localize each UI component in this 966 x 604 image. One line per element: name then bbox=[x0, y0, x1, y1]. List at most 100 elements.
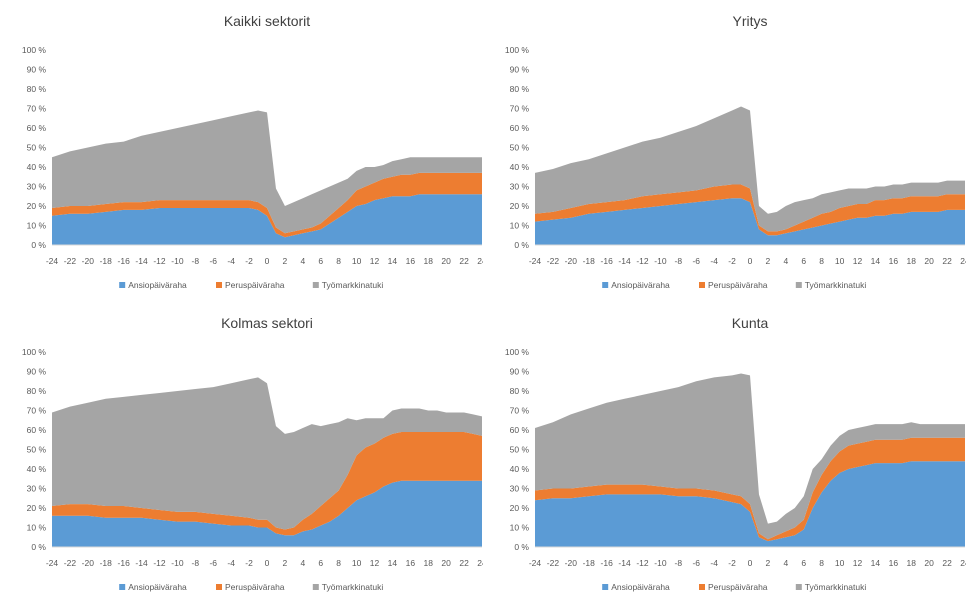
y-tick-label: 20 % bbox=[27, 503, 47, 513]
x-tick-label: 6 bbox=[318, 558, 323, 568]
x-tick-label: 0 bbox=[748, 256, 753, 266]
area-series-ansiopäiväraha bbox=[52, 480, 482, 547]
legend-label: Ansiopäiväraha bbox=[611, 582, 670, 592]
y-tick-label: 50 % bbox=[27, 445, 47, 455]
x-tick-label: 10 bbox=[835, 256, 845, 266]
chart-title: Kaikki sektorit bbox=[224, 13, 310, 29]
x-tick-label: 24 bbox=[477, 256, 483, 266]
x-tick-label: 20 bbox=[924, 256, 934, 266]
x-tick-label: -16 bbox=[118, 256, 131, 266]
legend-label: Peruspäiväraha bbox=[225, 280, 285, 290]
x-tick-label: 20 bbox=[924, 558, 934, 568]
x-tick-label: -24 bbox=[529, 256, 542, 266]
x-tick-label: -18 bbox=[100, 256, 113, 266]
legend-item: Työmarkkinatuki bbox=[795, 280, 866, 290]
x-tick-label: 14 bbox=[871, 558, 881, 568]
area-series-työmarkkinatuki bbox=[535, 373, 965, 540]
legend-swatch bbox=[795, 282, 802, 288]
x-tick-label: 10 bbox=[835, 558, 845, 568]
x-tick-label: 16 bbox=[889, 256, 899, 266]
legend-item: Peruspäiväraha bbox=[699, 582, 768, 592]
area-series-peruspäiväraha bbox=[52, 431, 482, 536]
x-tick-label: 0 bbox=[748, 558, 753, 568]
x-tick-label: -24 bbox=[46, 558, 59, 568]
x-tick-label: 2 bbox=[283, 256, 288, 266]
x-tick-label: 4 bbox=[783, 558, 788, 568]
chart-panel-kaikki-sektorit: Kaikki sektorit 0 % 10 % 20 % 30 % 40 % 50 % 60… bbox=[0, 0, 483, 302]
y-tick-label: 100 % bbox=[22, 347, 47, 357]
legend-item: Ansiopäiväraha bbox=[119, 280, 187, 290]
y-tick-label: 70 % bbox=[510, 104, 530, 114]
y-tick-label: 60 % bbox=[510, 123, 530, 133]
legend-swatch bbox=[312, 584, 319, 590]
x-tick-label: -12 bbox=[153, 558, 166, 568]
legend-item: Ansiopäiväraha bbox=[119, 582, 187, 592]
legend-label: Työmarkkinatuki bbox=[322, 280, 384, 290]
chart-title: Kunta bbox=[732, 315, 769, 331]
y-tick-label: 70 % bbox=[27, 104, 47, 114]
y-tick-label: 60 % bbox=[510, 425, 530, 435]
x-tick-label: 2 bbox=[283, 558, 288, 568]
legend-item: Työmarkkinatuki bbox=[312, 582, 383, 592]
x-tick-label: -2 bbox=[245, 256, 253, 266]
legend-item: Työmarkkinatuki bbox=[312, 280, 384, 290]
x-tick-label: 12 bbox=[370, 558, 380, 568]
x-tick-label: 12 bbox=[853, 558, 863, 568]
legend-swatch bbox=[216, 584, 222, 590]
y-tick-label: 0 % bbox=[31, 240, 46, 250]
x-tick-label: -6 bbox=[692, 256, 700, 266]
x-tick-label: -12 bbox=[636, 256, 649, 266]
chart-panel-kolmas-sektori: Kolmas sektori 0 % 10 % 20 % 30 % 40 % 50 % 60 … bbox=[0, 302, 483, 604]
y-tick-label: 90 % bbox=[510, 367, 530, 377]
x-tick-label: -6 bbox=[209, 558, 217, 568]
x-tick-label: -4 bbox=[227, 558, 235, 568]
x-tick-label: 14 bbox=[388, 256, 398, 266]
chart-svg: Yritys 0 % 10 % 20 % 30 % 40 % 50 % 60 % 70 % 80 … bbox=[505, 13, 966, 290]
chart-svg: Kunta 0 % 10 % 20 % 30 % 40 % 50 % 60 % 70 % 80 %… bbox=[505, 315, 966, 592]
legend-label: Peruspäiväraha bbox=[708, 280, 768, 290]
y-tick-label: 30 % bbox=[510, 182, 530, 192]
y-tick-label: 100 % bbox=[505, 347, 530, 357]
legend-swatch bbox=[602, 282, 609, 288]
x-tick-label: 4 bbox=[300, 558, 305, 568]
legend-swatch bbox=[602, 584, 609, 590]
x-tick-label: -22 bbox=[64, 256, 77, 266]
x-tick-label: 24 bbox=[477, 558, 483, 568]
y-tick-label: 40 % bbox=[27, 464, 47, 474]
y-tick-label: 0 % bbox=[514, 240, 529, 250]
x-tick-label: -16 bbox=[118, 558, 131, 568]
y-tick-label: 80 % bbox=[27, 386, 47, 396]
legend-label: Peruspäiväraha bbox=[225, 582, 285, 592]
y-tick-label: 60 % bbox=[27, 123, 47, 133]
y-tick-label: 90 % bbox=[27, 65, 47, 75]
x-tick-label: 18 bbox=[907, 256, 917, 266]
x-tick-label: -4 bbox=[710, 256, 718, 266]
x-tick-label: -2 bbox=[728, 558, 736, 568]
area-series-peruspäiväraha bbox=[535, 184, 965, 236]
x-tick-label: -24 bbox=[46, 256, 59, 266]
x-tick-label: 0 bbox=[265, 558, 270, 568]
x-tick-label: -2 bbox=[245, 558, 253, 568]
x-tick-label: -12 bbox=[153, 256, 166, 266]
y-tick-label: 20 % bbox=[510, 503, 530, 513]
x-tick-label: 6 bbox=[801, 558, 806, 568]
x-tick-label: 16 bbox=[889, 558, 899, 568]
x-tick-label: -12 bbox=[636, 558, 649, 568]
x-tick-label: 4 bbox=[300, 256, 305, 266]
legend-label: Peruspäiväraha bbox=[708, 582, 768, 592]
legend-item: Ansiopäiväraha bbox=[602, 280, 670, 290]
y-tick-label: 90 % bbox=[510, 65, 530, 75]
x-tick-label: 10 bbox=[352, 256, 362, 266]
area-series-peruspäiväraha bbox=[52, 172, 482, 238]
area-series-ansiopäiväraha bbox=[535, 461, 965, 547]
x-tick-label: 2 bbox=[766, 256, 771, 266]
chart-title: Kolmas sektori bbox=[221, 315, 313, 331]
legend-swatch bbox=[216, 282, 222, 288]
x-tick-label: 6 bbox=[801, 256, 806, 266]
x-tick-label: 16 bbox=[406, 256, 416, 266]
x-tick-label: 14 bbox=[871, 256, 881, 266]
legend-swatch bbox=[119, 584, 126, 590]
x-tick-label: -4 bbox=[227, 256, 235, 266]
